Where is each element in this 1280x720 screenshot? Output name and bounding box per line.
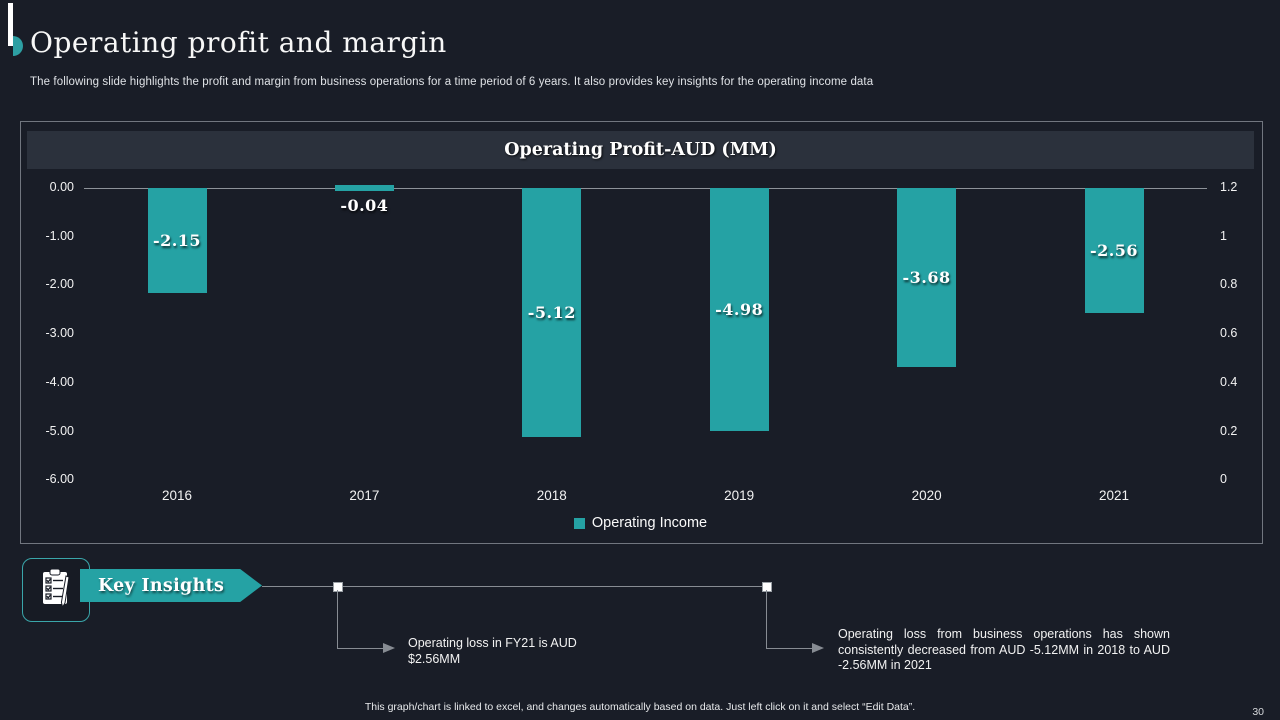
callout-1-text: Operating loss in FY21 is AUD $2.56MM	[408, 636, 577, 666]
bar-2020[interactable]	[897, 188, 957, 367]
bar-2021[interactable]	[1084, 188, 1144, 313]
title-accent-bar	[8, 3, 13, 46]
callout-2-hline	[766, 648, 812, 649]
chart-legend: Operating Income	[20, 515, 1261, 531]
key-insights-icon-box	[22, 558, 90, 622]
clipboard-checklist-icon	[36, 566, 76, 615]
chart-frame[interactable]	[20, 121, 1263, 544]
callout-2-arrow-icon	[812, 643, 824, 653]
legend-swatch-icon	[573, 517, 585, 529]
callout-2-text: Operating loss from business operations …	[838, 627, 1170, 673]
connector-marker-1	[333, 582, 343, 592]
page-number: 30	[1252, 706, 1264, 718]
footer-note: This graph/chart is linked to excel, and…	[364, 701, 916, 713]
connector-marker-2	[762, 582, 772, 592]
legend-label: Operating Income	[591, 515, 708, 531]
chart-title: Operating Profit-AUD (MM)	[504, 140, 777, 160]
callout-1-hline	[337, 648, 383, 649]
key-insights-label: Key Insights	[98, 575, 225, 596]
callout-2-vline	[766, 590, 767, 648]
callout-1-vline	[337, 590, 338, 648]
bar-2017[interactable]	[334, 185, 394, 191]
title-bullet-icon	[13, 36, 23, 56]
bar-2018[interactable]	[522, 188, 582, 437]
bar-2019[interactable]	[709, 188, 769, 431]
page-title: Operating profit and margin	[30, 26, 447, 59]
connector-main-line	[262, 586, 766, 587]
bar-2016[interactable]	[147, 188, 207, 293]
callout-1-arrow-icon	[383, 643, 395, 653]
key-insights-banner: Key Insights	[80, 569, 262, 602]
chart-title-band: Operating Profit-AUD (MM)	[27, 131, 1254, 169]
page-subtitle: The following slide highlights the profi…	[30, 76, 874, 88]
